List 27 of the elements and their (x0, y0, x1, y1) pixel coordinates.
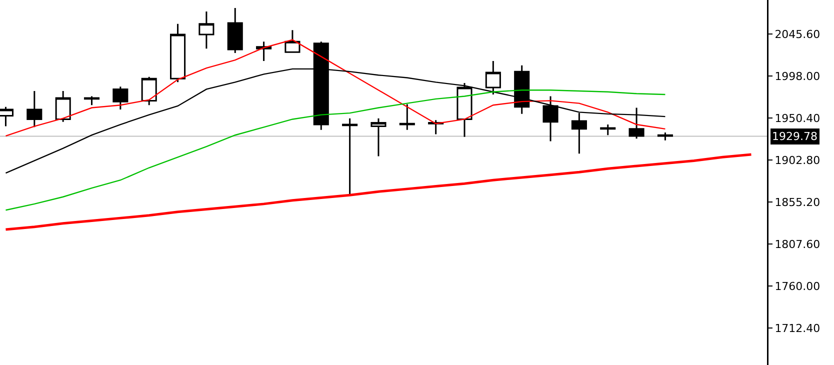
candlestick (141, 76, 157, 106)
candlestick (227, 7, 243, 54)
candlestick (456, 82, 472, 138)
candlestick (26, 90, 42, 128)
y-tick-label: 1712.40 (774, 322, 820, 335)
candlestick (170, 23, 186, 83)
candlestick (342, 118, 358, 195)
line-series (5, 90, 666, 211)
candlestick (284, 29, 300, 53)
candlestick (370, 118, 386, 158)
candlestick (112, 86, 128, 110)
candlestick (628, 107, 644, 140)
y-tick-label: 1760.00 (774, 280, 820, 293)
y-tick-label: 2045.60 (774, 28, 820, 41)
candlestick (55, 90, 71, 123)
ref-line-label: 1929.78 (772, 130, 818, 143)
y-tick-label: 1855.20 (774, 196, 820, 209)
y-tick-label: 1998.00 (774, 70, 820, 83)
line-series (5, 39, 666, 137)
y-tick-label: 1807.60 (774, 238, 820, 251)
candlestick (399, 103, 415, 131)
line-series (4, 153, 752, 231)
candlestick (571, 112, 587, 154)
y-tick-label: 1902.80 (774, 154, 820, 167)
candlestick (542, 96, 558, 142)
y-tick-label: 1950.40 (774, 112, 820, 125)
candlestick (198, 10, 214, 50)
